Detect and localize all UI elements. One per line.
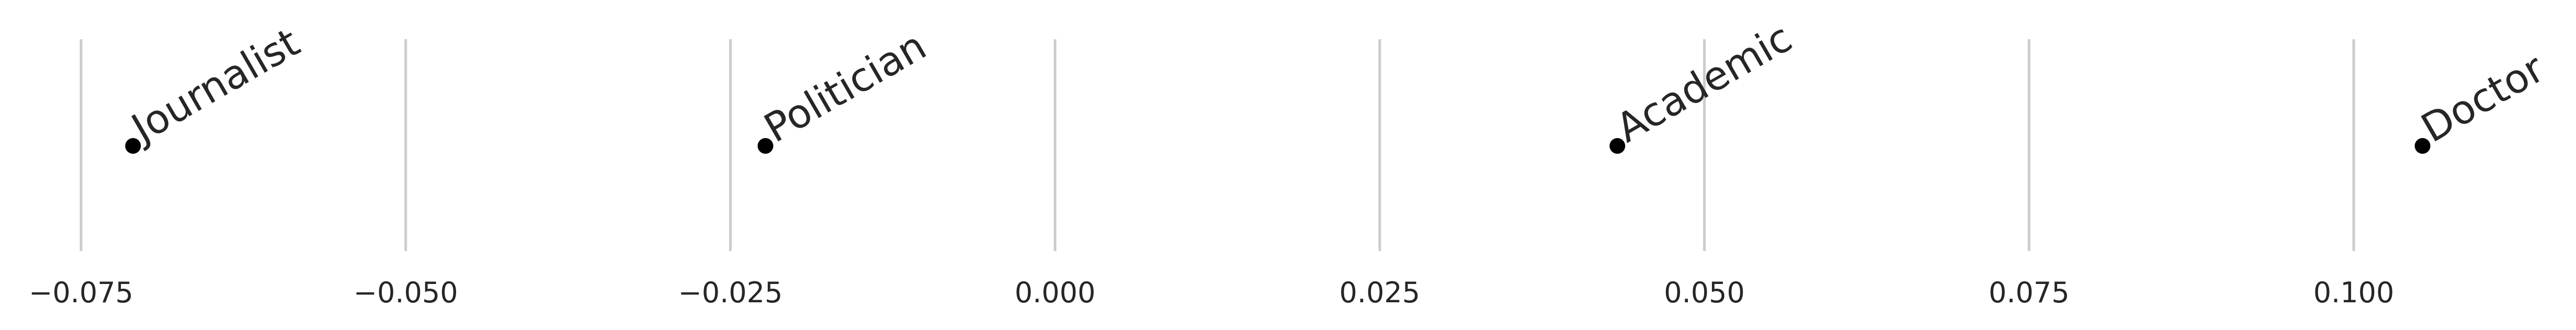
data-point <box>2414 138 2431 154</box>
data-point <box>757 138 774 154</box>
x-tick-label: 0.100 <box>2313 276 2395 309</box>
x-tick-label: 0.025 <box>1340 276 1421 309</box>
x-tick-label: −0.050 <box>354 276 458 309</box>
x-tick-label: −0.025 <box>678 276 783 309</box>
x-tick-labels: −0.075 −0.050 −0.025 0.000 0.025 0.050 0.075 0.… <box>29 276 2394 309</box>
x-tick-label: −0.075 <box>29 276 133 309</box>
point-label: Journalist <box>122 19 307 153</box>
x-tick-label: 0.075 <box>1989 276 2070 309</box>
data-points: Journalist Politician Academic Doctor <box>122 14 2552 154</box>
point-label: Doctor <box>2413 44 2552 152</box>
point-label: Politician <box>756 22 934 151</box>
grid-lines <box>80 39 2355 251</box>
x-tick-label: 0.000 <box>1015 276 1096 309</box>
x-tick-label: 0.050 <box>1664 276 1745 309</box>
data-point <box>1609 138 1626 154</box>
data-point <box>125 138 141 154</box>
